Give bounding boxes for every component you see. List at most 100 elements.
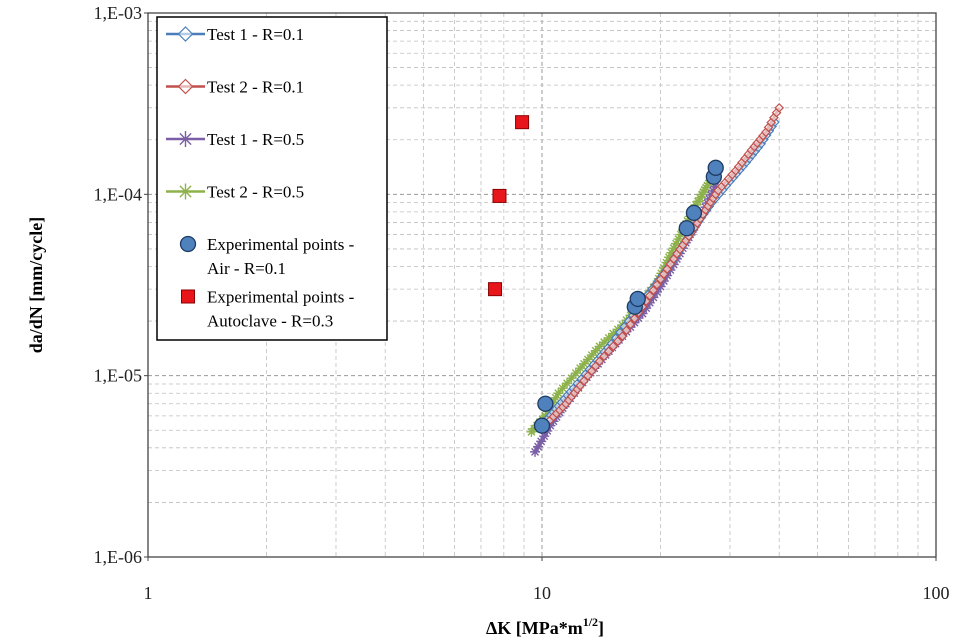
data-point — [617, 331, 628, 342]
data-point — [675, 229, 686, 240]
star-stroke — [641, 303, 652, 314]
legend-label-line: Autoclave - R=0.3 — [207, 312, 333, 331]
legend-swatch-marker — [179, 235, 197, 253]
star-stroke — [579, 358, 590, 369]
x-tick-label: 1 — [144, 583, 153, 603]
data-point — [685, 204, 703, 222]
star-stroke — [177, 131, 194, 147]
series-5 — [533, 159, 724, 434]
star-stroke — [663, 252, 674, 263]
data-point — [644, 297, 655, 308]
data-point — [637, 308, 648, 319]
star-stroke — [690, 199, 701, 210]
data-point — [703, 178, 714, 189]
data-point — [586, 350, 597, 361]
data-point — [644, 290, 655, 301]
star-stroke — [582, 354, 593, 365]
data-point — [539, 431, 550, 442]
star-stroke — [608, 328, 619, 339]
legend-swatch-marker — [181, 289, 195, 304]
data-point — [594, 356, 605, 367]
x-axis-label: ΔK [MPa*m1/2] — [486, 615, 604, 638]
y-tick-label: 1,E-05 — [94, 366, 143, 386]
star-stroke — [661, 257, 672, 268]
legend-label: Test 2 - R=0.5 — [207, 183, 304, 202]
legend-item: Experimental points - Autoclave - R=0.3 — [181, 288, 355, 331]
star-stroke — [594, 341, 605, 352]
data-point — [621, 325, 632, 336]
star-stroke — [695, 192, 706, 203]
data-point — [668, 243, 679, 254]
star-stroke — [648, 292, 659, 303]
x-tick-labels: 1 10 100 — [144, 557, 950, 603]
data-point — [537, 395, 554, 412]
legend-item: Test 1 - R=0.5 — [166, 130, 304, 149]
data-point — [629, 313, 640, 324]
legend: Test 1 - R=0.1 Test 2 - R=0.1 Test 1 - R=0… — [156, 16, 388, 341]
legend-label: Test 1 - R=0.5 — [207, 130, 304, 149]
series-4 — [526, 178, 714, 437]
star-stroke — [673, 234, 684, 245]
data-point — [652, 286, 662, 297]
data-point — [603, 346, 614, 357]
star-stroke — [599, 337, 610, 348]
data-point — [530, 446, 541, 457]
data-point — [673, 234, 684, 245]
star-stroke — [671, 238, 682, 249]
data-point — [666, 247, 677, 258]
star-stroke — [553, 388, 564, 399]
legend-swatch-marker — [177, 78, 194, 95]
legend-label-line: Experimental points - — [207, 288, 355, 307]
star-stroke — [612, 324, 623, 335]
data-point — [663, 252, 674, 263]
star-stroke — [603, 332, 614, 343]
star-stroke — [652, 286, 662, 297]
data-point — [707, 159, 724, 176]
data-point — [629, 290, 646, 308]
star-stroke — [536, 436, 547, 447]
data-point — [515, 115, 530, 130]
data-point — [655, 281, 666, 292]
data-point — [613, 336, 623, 347]
data-point — [671, 238, 682, 249]
data-point — [710, 181, 721, 192]
legend-label-line: Experimental points - — [207, 235, 355, 254]
data-point — [545, 420, 556, 431]
y-tick-label: 1,E-04 — [94, 184, 143, 204]
star-stroke — [545, 420, 556, 431]
y-tick-label: 1,E-06 — [94, 547, 143, 567]
star-stroke — [658, 276, 669, 287]
data-point — [579, 358, 590, 369]
legend-swatch-marker — [177, 26, 194, 42]
data-point — [550, 392, 561, 403]
star-stroke — [530, 446, 541, 457]
data-point — [540, 410, 551, 421]
data-point — [603, 332, 614, 343]
star-stroke — [655, 281, 666, 292]
legend-item: Test 1 - R=0.1 — [166, 25, 304, 44]
legend-swatch-marker — [177, 131, 194, 147]
data-point — [553, 388, 564, 399]
star-stroke — [533, 441, 544, 452]
data-point — [661, 257, 672, 268]
series-6 — [488, 115, 530, 297]
data-point — [658, 276, 669, 287]
data-point — [557, 383, 568, 394]
data-point — [492, 188, 507, 203]
star-stroke — [703, 178, 714, 189]
data-point — [536, 436, 547, 447]
data-point — [648, 292, 659, 303]
legend-label: Test 2 - R=0.1 — [207, 78, 304, 97]
series-layer — [488, 102, 785, 457]
data-point — [599, 351, 609, 362]
legend-label-line: Air - R=0.1 — [207, 259, 286, 278]
star-stroke — [586, 350, 597, 361]
data-point — [774, 102, 785, 113]
data-point — [575, 363, 586, 374]
data-point — [690, 199, 701, 210]
star-stroke — [550, 392, 561, 403]
data-point — [693, 196, 704, 207]
star-stroke — [666, 247, 677, 258]
data-point — [625, 319, 636, 330]
